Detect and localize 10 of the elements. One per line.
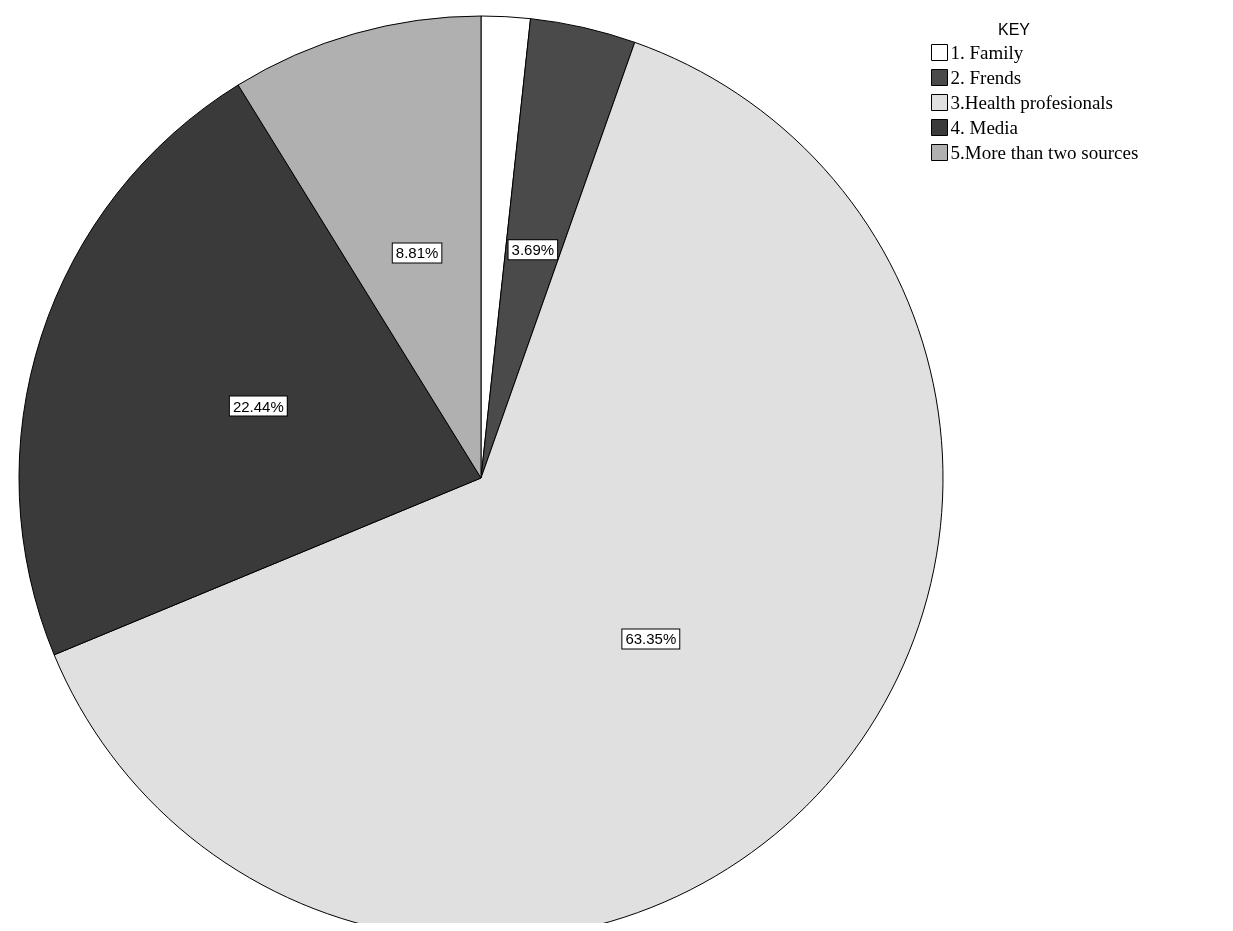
legend-label: 4. Media <box>950 117 1019 138</box>
data-label: 22.44% <box>232 397 284 415</box>
legend-label: 5.More than two sources <box>950 142 1139 163</box>
data-label: 8.81% <box>395 244 439 262</box>
data-label: 3.69% <box>511 241 555 259</box>
legend-label: 3.Health profesionals <box>950 92 1114 113</box>
legend-label: 1. Family <box>950 42 1024 63</box>
legend-title: KEY <box>998 20 1031 38</box>
data-label: 63.35% <box>625 630 677 648</box>
legend-label: 2. Frends <box>950 67 1022 88</box>
